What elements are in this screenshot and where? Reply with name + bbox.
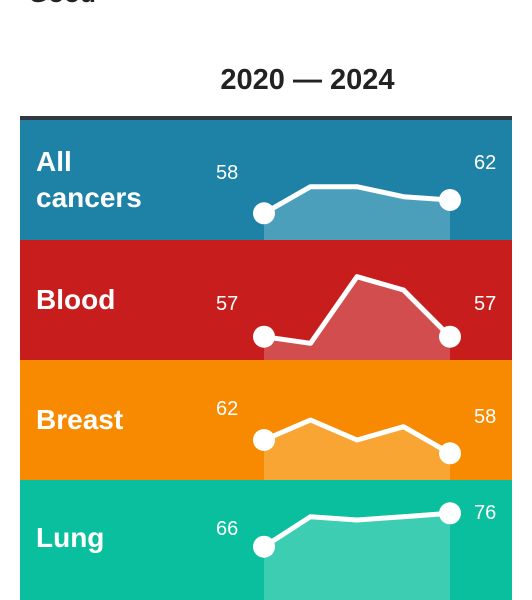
sparkline-chart xyxy=(253,274,461,360)
start-point xyxy=(253,429,275,451)
end-point xyxy=(439,189,461,211)
end-value: 76 xyxy=(474,502,497,524)
start-value: 62 xyxy=(216,398,239,420)
end-point xyxy=(439,442,461,465)
start-point xyxy=(253,535,275,558)
end-point xyxy=(439,502,461,525)
period-label: 2020 — 2024 xyxy=(220,64,395,96)
end-point xyxy=(439,325,461,348)
row-lung: Lung 66 76 xyxy=(20,480,512,600)
start-point xyxy=(253,202,275,225)
sparkline-line xyxy=(261,510,453,550)
end-value: 58 xyxy=(474,406,497,428)
start-value: 57 xyxy=(216,293,239,315)
row-label: Blood xyxy=(36,282,115,318)
row-label-line: cancers xyxy=(36,182,142,213)
start-point xyxy=(253,325,275,348)
section-heading: Good xyxy=(28,0,96,9)
end-value: 57 xyxy=(474,293,497,315)
row-label-line: Blood xyxy=(36,284,116,315)
sparkline-area xyxy=(264,276,450,360)
row-blood: Blood 57 57 xyxy=(20,240,512,360)
row-all-cancers: All cancers 58 62 xyxy=(20,120,512,240)
sparkline-line xyxy=(261,417,453,456)
sparkline-chart xyxy=(253,184,461,240)
end-value: 62 xyxy=(474,152,497,174)
start-value: 58 xyxy=(216,162,239,184)
sparkline-area xyxy=(264,186,450,240)
header-rule xyxy=(20,116,512,120)
row-label-line: Breast xyxy=(36,404,124,435)
row-label: Breast xyxy=(36,402,123,438)
sparkline-chart xyxy=(253,417,461,480)
sparkline-area xyxy=(264,420,450,480)
sparkline-chart xyxy=(253,502,461,600)
sparkline-line xyxy=(261,274,453,346)
sparkline-line xyxy=(261,184,453,216)
start-value: 66 xyxy=(216,518,239,540)
row-label-line: All xyxy=(36,146,72,177)
row-breast: Breast 62 58 xyxy=(20,360,512,480)
row-label: All cancers xyxy=(36,144,142,216)
